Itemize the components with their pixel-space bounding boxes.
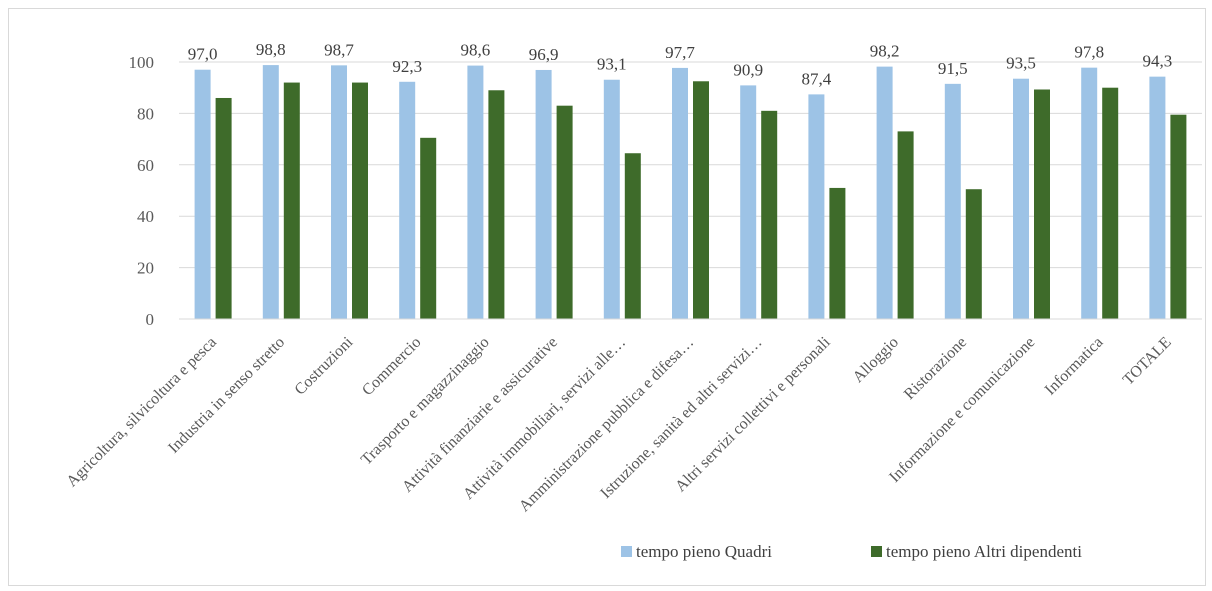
data-label: 93,5 (1006, 54, 1036, 73)
legend-swatch (871, 546, 882, 557)
data-label: 97,0 (188, 45, 218, 64)
bar-quadri (808, 94, 825, 320)
bar-altri-dipendenti (965, 189, 982, 319)
bar-altri-dipendenti (420, 137, 437, 319)
y-tick-label: 80 (137, 104, 154, 123)
legend-label: tempo pieno Quadri (636, 542, 772, 561)
bar-quadri (262, 65, 279, 319)
category-label: Commercio (359, 334, 424, 399)
bar-altri-dipendenti (693, 81, 709, 320)
bar-altri-dipendenti (352, 82, 368, 319)
bar-altri-dipendenti (761, 110, 778, 319)
chart-area: 0 20 40 60 80 100 97,0 Agricoltura, silvicoltur… (8, 8, 1206, 586)
bar-quadri (944, 83, 961, 319)
data-label: 98,7 (324, 40, 354, 59)
data-label: 93,1 (597, 55, 627, 74)
bar-quadri (535, 69, 552, 319)
y-tick-label: 0 (146, 310, 155, 329)
data-label: 97,7 (665, 43, 695, 62)
bar-quadri (467, 65, 484, 320)
data-label: 94,3 (1143, 52, 1173, 71)
data-label: 96,9 (529, 45, 559, 64)
data-label: 98,8 (256, 40, 286, 59)
bar-quadri (603, 79, 620, 319)
category-label: TOTALE (1120, 334, 1175, 389)
y-tick-label: 40 (137, 207, 154, 226)
bar-altri-dipendenti (897, 131, 914, 319)
data-label: 97,8 (1074, 43, 1104, 62)
category-label: Industria in senso stretto (165, 334, 288, 457)
bar-quadri (876, 66, 893, 319)
category-label: Costruzioni (292, 333, 357, 398)
bar-quadri (672, 67, 688, 319)
bar-altri-dipendenti (283, 82, 300, 319)
category-label: Trasporto e magazzinaggio (358, 334, 493, 469)
bar-quadri (194, 69, 211, 320)
bar-altri-dipendenti (1170, 114, 1187, 319)
legend-swatch (621, 546, 632, 557)
data-label: 91,5 (938, 59, 968, 78)
bar-altri-dipendenti (488, 90, 505, 320)
bar-quadri (1081, 67, 1098, 320)
y-tick-label: 20 (137, 259, 154, 278)
data-label: 90,9 (733, 60, 763, 79)
legend-label: tempo pieno Altri dipendenti (886, 542, 1082, 561)
category-label: Informazione e comunicazione (886, 334, 1038, 486)
bar-quadri (331, 65, 347, 319)
bar-altri-dipendenti (829, 187, 846, 319)
bar-quadri (1013, 78, 1029, 319)
category-label: Alloggio (850, 334, 902, 386)
bar-altri-dipendenti (1034, 89, 1050, 320)
bar-quadri (1149, 76, 1166, 319)
bar-altri-dipendenti (556, 105, 573, 319)
bar-quadri (740, 85, 757, 320)
bar-quadri (399, 81, 416, 319)
bar-altri-dipendenti (215, 97, 232, 319)
data-label: 87,4 (802, 69, 832, 88)
category-label: Informatica (1042, 334, 1107, 399)
data-label: 98,2 (870, 42, 900, 61)
category-label: Ristorazione (901, 334, 970, 403)
bar-altri-dipendenti (624, 153, 641, 319)
bar-altri-dipendenti (1102, 87, 1119, 319)
y-tick-label: 100 (129, 53, 155, 72)
data-label: 92,3 (392, 57, 422, 76)
data-label: 98,6 (461, 41, 491, 60)
y-tick-label: 60 (137, 156, 154, 175)
